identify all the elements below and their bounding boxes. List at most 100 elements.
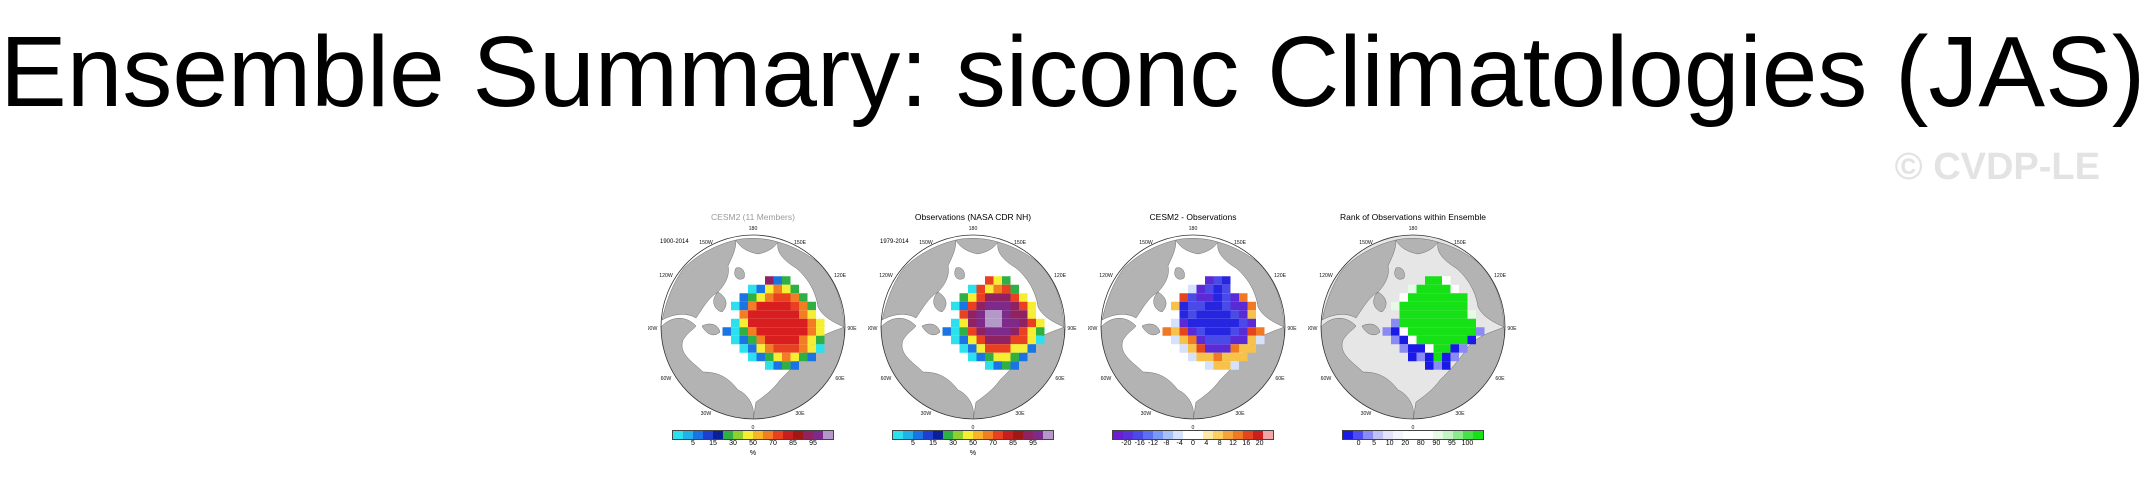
ice-cell [1433, 276, 1442, 285]
colorbar-tick-label: 50 [749, 440, 757, 447]
ice-cell [1239, 335, 1248, 345]
ice-cell [1010, 344, 1019, 353]
ice-cell [1442, 335, 1451, 345]
colorbar-ticks: 5 15 30 50 70 85 95 [673, 440, 833, 450]
ice-cell [993, 318, 1002, 328]
ice-cell [1247, 327, 1256, 336]
ice-cell [807, 327, 816, 336]
ice-cell [1450, 293, 1459, 302]
colorbar-swatch [1383, 431, 1393, 439]
colorbar-tick-label: 15 [929, 440, 937, 447]
land-mass [713, 291, 727, 313]
ice-cell [985, 293, 994, 302]
ice-cell [790, 301, 799, 311]
panel-title: Rank of Observations within Ensemble [1340, 212, 1486, 222]
ice-cell [951, 327, 960, 336]
ice-cell [1391, 318, 1400, 328]
ice-cell [1205, 335, 1214, 345]
longitude-label: 90E [847, 326, 857, 332]
ice-cell [799, 301, 808, 311]
ice-cell [1230, 352, 1239, 362]
ice-cell [748, 335, 757, 345]
land-mass [1361, 323, 1381, 336]
colorbar-swatch [683, 431, 693, 439]
longitude-label: 120E [1054, 273, 1067, 279]
colorbar-swatch [793, 431, 803, 439]
ice-cell [1399, 318, 1408, 328]
panel-title: CESM2 (11 Members) [711, 212, 795, 222]
ice-cell [1433, 335, 1442, 345]
land-mass [1394, 267, 1405, 280]
ice-cell [1222, 318, 1231, 328]
colorbar-swatch [1143, 431, 1153, 439]
ice-cell [1205, 301, 1214, 311]
land-mass [955, 238, 999, 255]
ice-cell [765, 293, 774, 302]
colorbar-swatch [1373, 431, 1383, 439]
longitude-label: 180 [969, 226, 978, 232]
ice-cell [1442, 301, 1451, 311]
ice-cell [1213, 276, 1222, 285]
ice-cell [993, 284, 1002, 294]
ice-cell [765, 310, 774, 319]
ice-cell [1213, 344, 1222, 353]
colorbar-swatch [1433, 431, 1443, 439]
colorbar-swatch [693, 431, 703, 439]
ice-cell [951, 318, 960, 328]
ice-cell [1391, 327, 1400, 336]
longitude-label: 0 [1412, 425, 1415, 431]
ice-cell [739, 344, 748, 353]
ice-cell [765, 327, 774, 336]
ice-cell [765, 276, 774, 285]
ice-cell [1010, 301, 1019, 311]
ice-cell [799, 310, 808, 319]
ice-cell [773, 352, 782, 362]
colorbar-swatch [813, 431, 823, 439]
ice-cell [1019, 335, 1028, 345]
colorbar-swatch [1413, 431, 1423, 439]
ice-cell [1416, 284, 1425, 294]
ice-cell [985, 352, 994, 362]
ice-cell [748, 318, 757, 328]
ice-cell [959, 293, 968, 302]
ice-cell [1010, 352, 1019, 362]
ice-cell [799, 344, 808, 353]
ice-cell [968, 301, 977, 311]
ice-cell [790, 344, 799, 353]
ice-cell [756, 293, 765, 302]
ice-cell [1027, 318, 1036, 328]
ice-cell [756, 344, 765, 353]
ice-cell [1425, 318, 1434, 328]
ice-cell [782, 301, 791, 311]
colorbar-tick-label: -16 [1134, 440, 1145, 447]
colorbar-swatch [823, 431, 833, 439]
ice-cell [799, 335, 808, 345]
colorbar-tick-label: 30 [949, 440, 957, 447]
longitude-label: 60E [1275, 376, 1285, 382]
polar-map: 180 150W 150E 120W 120E 90W 90E 60W 60E 30W 30E 0 [1088, 226, 1297, 431]
longitude-label: 120E [1494, 273, 1507, 279]
longitude-label: 90E [1067, 326, 1077, 332]
colorbar-swatch [1113, 431, 1123, 439]
land-mass [734, 267, 745, 280]
ice-cell [1196, 301, 1205, 311]
ice-cell [1425, 361, 1434, 370]
ice-cell [1425, 284, 1434, 294]
ice-cell [773, 361, 782, 370]
ice-cell [1442, 310, 1451, 319]
colorbar-swatch [1203, 431, 1213, 439]
ice-cell [1433, 310, 1442, 319]
colorbar-swatch [1153, 431, 1163, 439]
land-mass [701, 323, 721, 336]
ice-cell [976, 301, 985, 311]
map-boundary [1320, 234, 1506, 420]
ice-cell [790, 361, 799, 370]
ice-cell [1442, 276, 1451, 285]
ice-cell [1416, 318, 1425, 328]
ice-cell [1213, 327, 1222, 336]
ice-cell [765, 284, 774, 294]
colorbar-swatch [1213, 431, 1223, 439]
ice-cell [1442, 318, 1451, 328]
land-mass [881, 239, 957, 321]
ice-cell [1408, 327, 1417, 336]
